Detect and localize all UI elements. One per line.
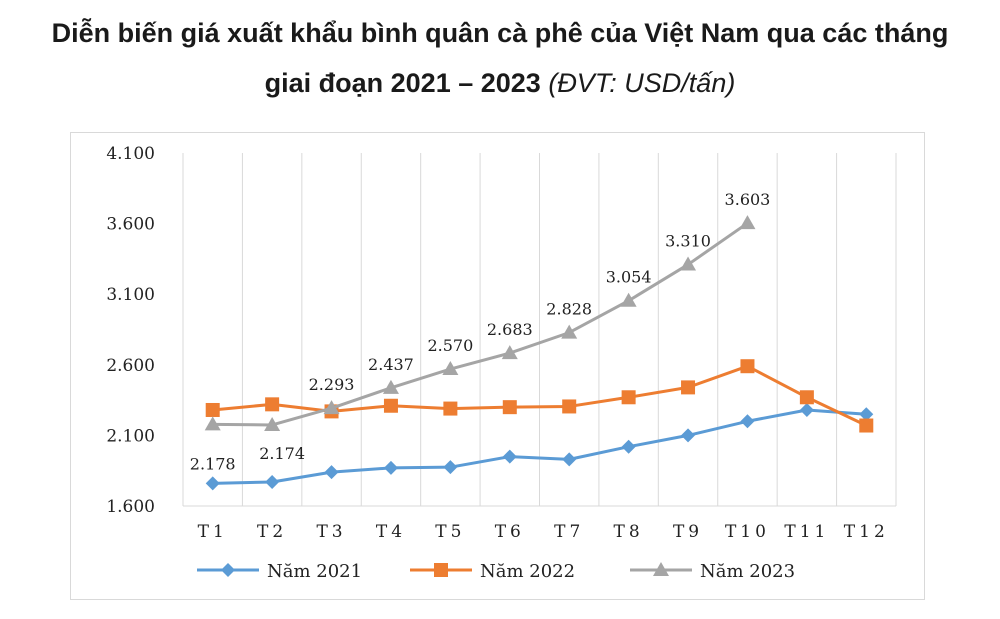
series-2-point-T10: [740, 359, 755, 374]
series-2-point-T8: [621, 390, 636, 405]
series-3-point-T2: [264, 416, 281, 431]
series-3-point-T10: [739, 215, 756, 230]
data-label-T2: 2.174: [259, 444, 305, 463]
series-2-point-T1: [205, 402, 220, 417]
chart-frame: [70, 132, 925, 600]
x-tick-label-T4: T4: [376, 522, 406, 542]
y-tick-label-3: 3.100: [106, 285, 155, 305]
series-1-point-T7: [562, 452, 577, 467]
series-2-point-T5: [443, 401, 458, 416]
data-label-T3: 2.293: [309, 375, 355, 394]
series-2-point-T12: [859, 418, 874, 433]
series-1-point-T6: [502, 449, 517, 464]
series-3-point-T1: [204, 416, 221, 431]
x-tick-label-T7: T7: [554, 522, 584, 542]
series-3-point-T6: [501, 345, 518, 360]
x-tick-label-T6: T6: [495, 522, 525, 542]
series-3-point-T3: [323, 400, 340, 415]
y-tick-label-5: 4.100: [106, 144, 155, 164]
x-tick-label-T8: T8: [614, 522, 644, 542]
series-1-point-T1: [205, 476, 220, 491]
data-label-T8: 3.054: [606, 268, 652, 287]
legend-label-2: Năm 2022: [480, 561, 575, 582]
x-tick-label-T11: T11: [784, 522, 829, 542]
series-1-point-T4: [383, 460, 398, 475]
x-tick-label-T2: T2: [257, 522, 287, 542]
data-label-T10: 3.603: [725, 190, 771, 209]
series-3-point-T7: [561, 324, 578, 339]
series-1-point-T2: [265, 474, 280, 489]
x-tick-label-T3: T3: [316, 522, 346, 542]
series-3-point-T4: [382, 379, 399, 394]
series-1-point-T3: [324, 465, 339, 480]
chart-title: Diễn biến giá xuất khẩu bình quân cà phê…: [0, 8, 1000, 108]
title-line-1: Diễn biến giá xuất khẩu bình quân cà phê…: [51, 18, 949, 48]
y-tick-label-4: 3.600: [106, 215, 155, 235]
legend-marker-3: [653, 562, 669, 576]
series-2-point-T2: [265, 397, 280, 412]
data-label-T5: 2.570: [427, 336, 473, 355]
series-3-point-T8: [620, 292, 637, 307]
series-line-1: [212, 408, 867, 485]
series-line-3: [212, 221, 749, 427]
y-tick-label-0: 1.600: [106, 497, 155, 517]
series-1-point-T12: [859, 407, 874, 422]
data-label-T4: 2.437: [368, 355, 414, 374]
legend-label-3: Năm 2023: [700, 561, 795, 582]
series-1-point-T11: [799, 402, 814, 417]
legend-marker-2: [434, 563, 448, 577]
series-1-point-T5: [443, 460, 458, 475]
title-line-2: giai đoạn 2021 – 2023 (ĐVT: USD/tấn): [0, 58, 1000, 108]
series-1-point-T8: [621, 439, 636, 454]
legend-marker-1: [221, 563, 235, 577]
series-2-point-T11: [799, 390, 814, 405]
data-label-T1: 2.178: [190, 454, 236, 473]
x-tick-label-T12: T12: [844, 522, 889, 542]
series-1-point-T9: [681, 428, 696, 443]
series-2-point-T7: [562, 399, 577, 414]
title-unit: (ĐVT: USD/tấn): [548, 68, 736, 98]
x-tick-label-T10: T10: [725, 522, 770, 542]
title-line-2-main: giai đoạn 2021 – 2023: [264, 68, 549, 98]
x-tick-label-T9: T9: [673, 522, 703, 542]
series-3-point-T9: [680, 256, 697, 271]
data-label-T6: 2.683: [487, 320, 533, 339]
y-tick-label-1: 2.100: [106, 426, 155, 446]
x-tick-label-T1: T1: [198, 522, 228, 542]
data-label-T7: 2.828: [546, 300, 592, 319]
series-3-point-T5: [442, 361, 459, 376]
series-1-point-T10: [740, 414, 755, 429]
series-2-point-T9: [681, 380, 696, 395]
data-label-T9: 3.310: [665, 232, 711, 251]
y-tick-label-2: 2.600: [106, 356, 155, 376]
x-tick-label-T5: T5: [435, 522, 465, 542]
series-2-point-T6: [502, 400, 517, 415]
series-2-point-T4: [383, 398, 398, 413]
legend-label-1: Năm 2021: [267, 561, 362, 582]
